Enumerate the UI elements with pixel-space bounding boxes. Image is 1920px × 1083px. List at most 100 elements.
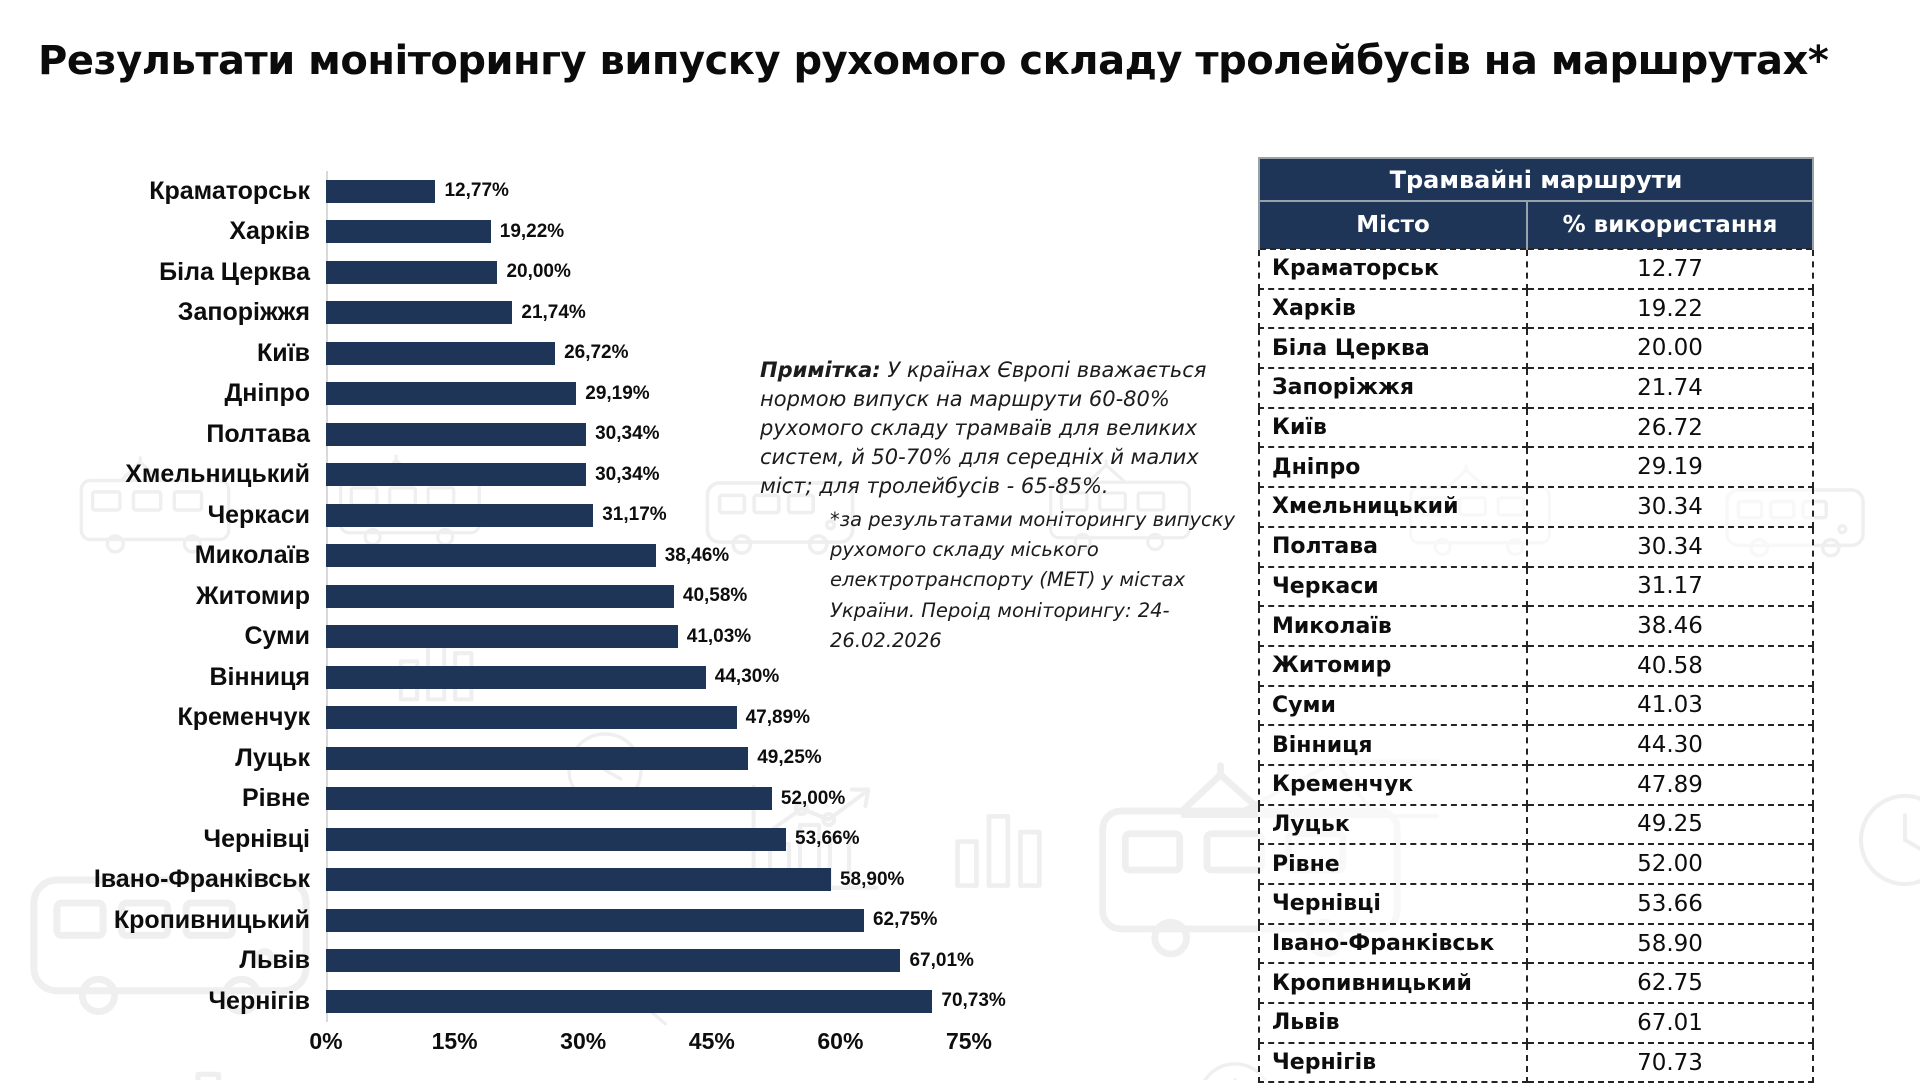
bar-value-label: 29,19% [585, 382, 650, 404]
footnote-block: *за результатами моніторингу випуску рух… [830, 508, 1236, 652]
table-cell-usage: 30.34 [1526, 525, 1814, 568]
bar-value-label: 70,73% [941, 990, 1006, 1012]
bar-row: Біла Церква 20,00% [0, 252, 1060, 293]
table-cell-city: Житомир [1258, 644, 1528, 687]
bar-row: Львів 67,01% [0, 941, 1060, 982]
bar-value-label: 19,22% [499, 220, 565, 242]
bar-row: Рівне 52,00% [0, 779, 1060, 820]
bar-row: Запоріжжя 21,74% [0, 293, 1060, 334]
x-axis-tick-label: 0% [309, 1028, 343, 1054]
table-cell-usage: 31.17 [1526, 565, 1814, 608]
bar-row: Кропивницький 62,75% [0, 900, 1060, 941]
table-row: Житомир 40.58 [1258, 644, 1814, 687]
table-row: Львів 67.01 [1258, 1002, 1814, 1044]
table-row: Київ 26.72 [1258, 406, 1814, 449]
bar-row: Вінниця 44,30% [0, 657, 1060, 698]
bar-row: Київ 26,72% [0, 333, 1060, 374]
table-cell-usage: 20.00 [1526, 327, 1814, 370]
bar-category-label: Івано-Франківськ [93, 865, 310, 894]
table-cell-city: Полтава [1258, 525, 1528, 568]
bar [326, 382, 577, 406]
bar-value-label: 67,01% [909, 949, 974, 971]
bar [326, 989, 933, 1013]
column-header-usage: % використання [1526, 200, 1814, 250]
x-axis-tick-label: 15% [431, 1028, 478, 1054]
table-cell-usage: 53.66 [1526, 883, 1814, 925]
table-cell-city: Хмельницький [1258, 486, 1528, 528]
table-cell-city: Івано-Франківськ [1258, 922, 1528, 965]
bar-row: Хмельницький 30,34% [0, 455, 1060, 496]
table-row: Хмельницький 30.34 [1258, 486, 1814, 528]
bar-value-label: 40,58% [682, 585, 748, 607]
bar-category-label: Миколаїв [194, 541, 310, 570]
note-block: Примітка: У країнах Європі вважається но… [760, 356, 1228, 501]
table-cell-usage: 47.89 [1526, 763, 1814, 806]
bar-value-label: 30,34% [595, 463, 660, 485]
bar-value-label: 58,90% [839, 868, 905, 890]
bar-category-label: Дніпро [224, 379, 311, 408]
bar [326, 544, 656, 568]
table-row: Рівне 52.00 [1258, 843, 1814, 885]
bar [326, 665, 706, 689]
bar [326, 827, 787, 851]
bar-chart: Краматорськ 12,77% Харків 19,22% Біла Церква… [0, 171, 1060, 1022]
bar-category-label: Кропивницький [113, 905, 310, 934]
table-cell-usage: 62.75 [1526, 962, 1814, 1005]
table-row: Суми 41.03 [1258, 684, 1814, 727]
table-cell-city: Краматорськ [1258, 248, 1528, 290]
bar-value-label: 44,30% [714, 666, 780, 688]
x-axis-tick-label: 60% [817, 1028, 864, 1054]
bar-row: Черкаси 31,17% [0, 495, 1060, 536]
table-row: Чернігів 70.73 [1258, 1041, 1814, 1083]
table-cell-city: Рівне [1258, 843, 1528, 885]
bar [326, 787, 772, 811]
table-cell-usage: 26.72 [1526, 406, 1814, 449]
bar [326, 584, 674, 608]
table-cell-city: Дніпро [1258, 446, 1528, 489]
table-cell-city: Черкаси [1258, 565, 1528, 608]
bar [326, 868, 831, 892]
bar-category-label: Хмельницький [125, 460, 310, 489]
table-cell-usage: 67.01 [1526, 1002, 1814, 1044]
bar [326, 746, 749, 770]
table-cell-usage: 30.34 [1526, 486, 1814, 528]
table-cell-city: Кременчук [1258, 763, 1528, 806]
bar-value-label: 31,17% [602, 504, 667, 526]
bar [326, 260, 498, 284]
table-row: Краматорськ 12.77 [1258, 248, 1814, 290]
bar-value-label: 38,46% [664, 544, 730, 566]
column-header-city: Місто [1258, 200, 1528, 250]
bar [326, 301, 513, 325]
table-cell-usage: 19.22 [1526, 287, 1814, 330]
bar-category-label: Чернівці [203, 824, 310, 853]
table-cell-usage: 40.58 [1526, 644, 1814, 687]
table-row: Миколаїв 38.46 [1258, 605, 1814, 647]
bar [326, 341, 556, 365]
bar-value-label: 53,66% [795, 828, 860, 850]
x-axis-tick-label: 75% [945, 1028, 993, 1054]
bar-value-label: 52,00% [780, 787, 846, 809]
bar-row: Кременчук 47,89% [0, 698, 1060, 739]
table-cell-usage: 52.00 [1526, 843, 1814, 885]
table-cell-usage: 41.03 [1526, 684, 1814, 727]
table-row: Дніпро 29.19 [1258, 446, 1814, 489]
bar-row: Харків 19,22% [0, 212, 1060, 253]
bar-value-label: 12,77% [444, 180, 509, 202]
table-row: Луцьк 49.25 [1258, 803, 1814, 846]
bar-row: Дніпро 29,19% [0, 374, 1060, 415]
table-cell-city: Харків [1258, 287, 1528, 330]
table-cell-usage: 38.46 [1526, 605, 1814, 647]
bar [326, 179, 436, 203]
bar-value-label: 41,03% [686, 625, 752, 647]
table-body: Краматорськ 12.77 Харків 19.22 Біла Церква 20… [1258, 248, 1814, 1083]
x-axis-ticks: 0% 15% 30% 45% 60% 75% [0, 1028, 1100, 1062]
table-cell-city: Київ [1258, 406, 1528, 449]
table-title: Трамвайні маршрути [1258, 157, 1814, 202]
bar-row: Житомир 40,58% [0, 576, 1060, 617]
bar [326, 949, 901, 973]
bar-category-label: Вінниця [209, 662, 310, 691]
table-row: Полтава 30.34 [1258, 525, 1814, 568]
bar-category-label: Львів [239, 946, 310, 975]
table-cell-usage: 21.74 [1526, 367, 1814, 409]
bar-row: Миколаїв 38,46% [0, 536, 1060, 577]
